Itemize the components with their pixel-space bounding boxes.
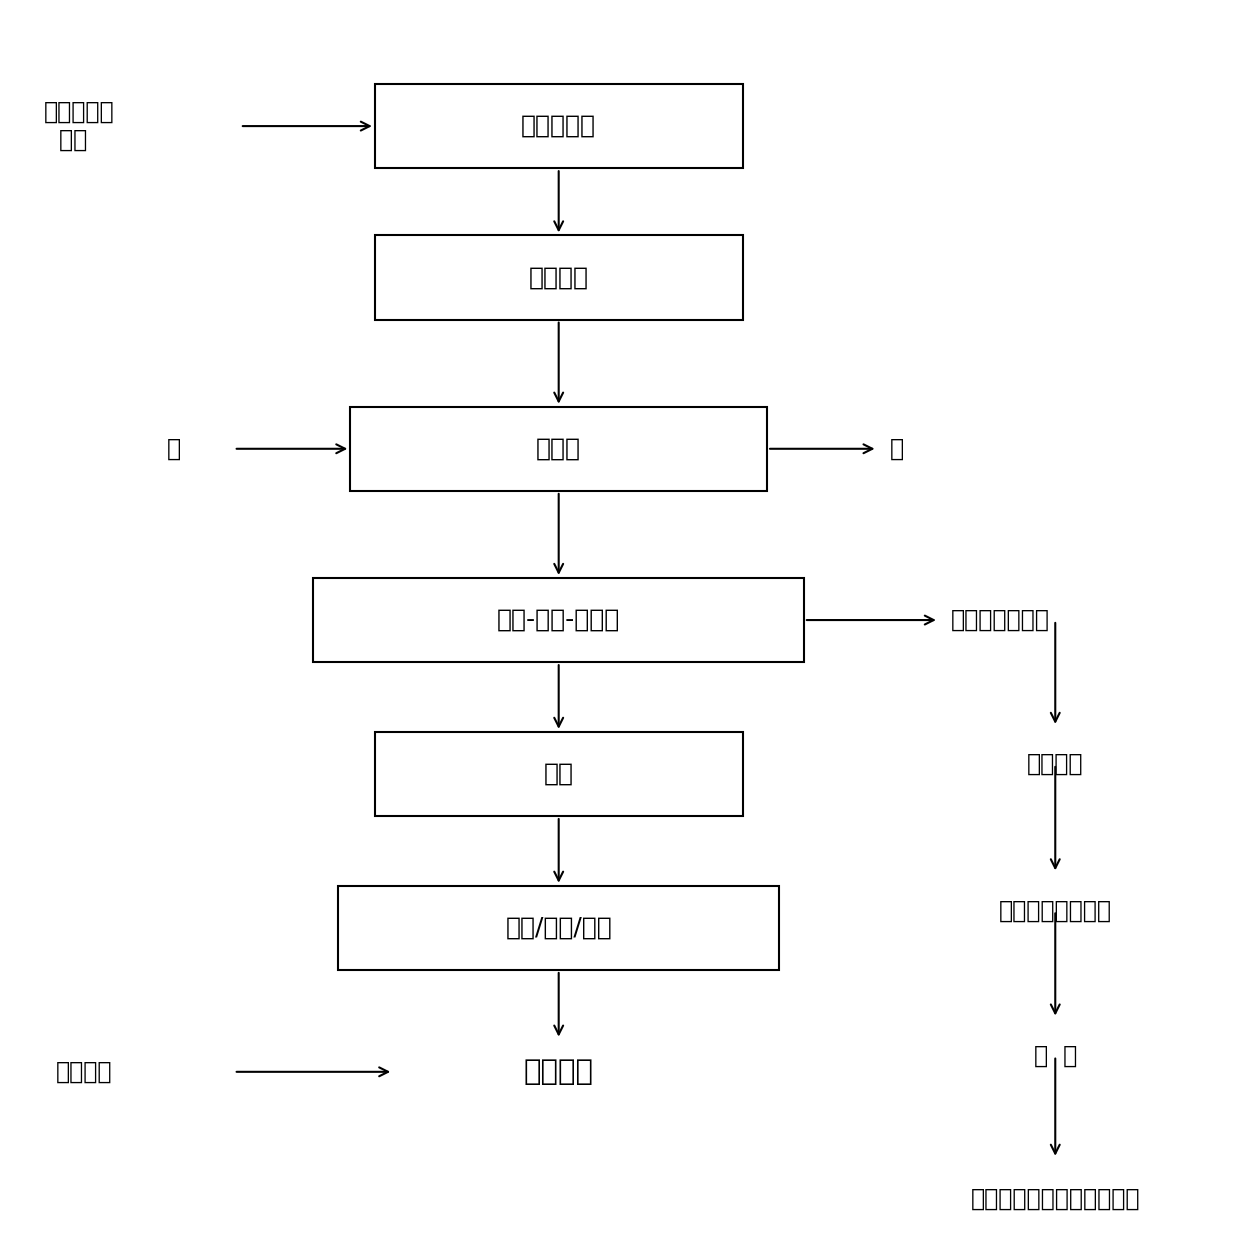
Text: 高温处理: 高温处理 [528, 266, 589, 290]
Text: 废旧三元锂
  电池: 废旧三元锂 电池 [43, 100, 114, 152]
FancyBboxPatch shape [314, 577, 804, 663]
Text: 调节镍钴锰摩尔比: 调节镍钴锰摩尔比 [998, 899, 1112, 922]
Text: 酸浸出: 酸浸出 [536, 437, 582, 461]
Text: 沉  淀: 沉 淀 [1034, 1044, 1076, 1068]
FancyBboxPatch shape [374, 732, 743, 816]
FancyBboxPatch shape [374, 235, 743, 320]
Text: 镍钴锰共沉淀物三元前驱体: 镍钴锰共沉淀物三元前驱体 [971, 1186, 1140, 1210]
Text: 超滤-纳滤-反渗透: 超滤-纳滤-反渗透 [497, 609, 620, 633]
Text: 精制: 精制 [543, 762, 574, 786]
Text: 锂盐产品: 锂盐产品 [523, 1058, 594, 1086]
FancyBboxPatch shape [350, 407, 768, 491]
Text: 锂沉淀剂: 锂沉淀剂 [56, 1059, 113, 1084]
Text: 深度除杂: 深度除杂 [1027, 752, 1084, 776]
FancyBboxPatch shape [339, 886, 780, 970]
Text: 转化/洗涤/干燥: 转化/洗涤/干燥 [506, 916, 613, 940]
Text: 拆解、筛分: 拆解、筛分 [521, 114, 596, 138]
FancyBboxPatch shape [374, 84, 743, 168]
Text: 渣: 渣 [890, 437, 904, 461]
Text: 含镍钴锰混合液: 含镍钴锰混合液 [951, 609, 1050, 633]
Text: 酸: 酸 [166, 437, 181, 461]
